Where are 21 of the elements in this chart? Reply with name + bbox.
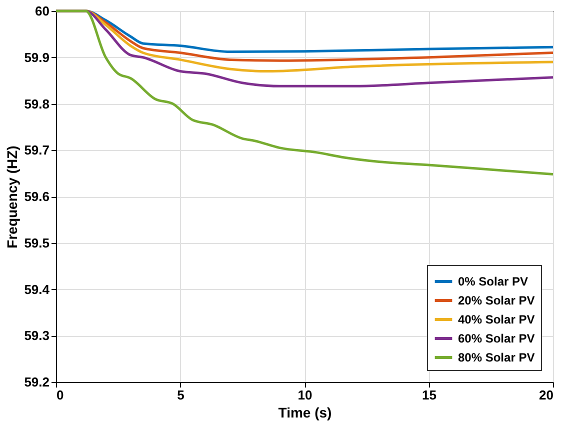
y-tick-label: 59.9 bbox=[24, 50, 50, 65]
x-axis-title: Time (s) bbox=[278, 404, 332, 420]
x-tick-label: 5 bbox=[177, 388, 184, 402]
legend-label: 80% Solar PV bbox=[458, 350, 535, 364]
y-axis-title: Frequency (HZ) bbox=[4, 146, 20, 248]
x-tick-label: 10 bbox=[298, 388, 312, 402]
legend-label: 0% Solar PV bbox=[458, 274, 528, 288]
y-tick-label: 59.7 bbox=[24, 142, 50, 158]
legend-label: 40% Solar PV bbox=[458, 312, 535, 326]
y-tick-label: 59.8 bbox=[24, 96, 50, 112]
y-tick-label: 59.6 bbox=[24, 189, 50, 204]
y-tick-label: 59.4 bbox=[24, 282, 50, 297]
x-tick-label: 15 bbox=[422, 388, 436, 402]
x-tick-label: 20 bbox=[539, 388, 554, 402]
y-tick-label: 59.3 bbox=[24, 328, 50, 344]
legend-label: 20% Solar PV bbox=[458, 294, 535, 308]
legend-label: 60% Solar PV bbox=[458, 332, 535, 346]
y-tick-label: 59.2 bbox=[24, 374, 50, 390]
x-tick-label: 0 bbox=[56, 388, 64, 402]
y-tick-label: 59.5 bbox=[24, 235, 50, 250]
y-tick-label: 60 bbox=[35, 4, 50, 18]
